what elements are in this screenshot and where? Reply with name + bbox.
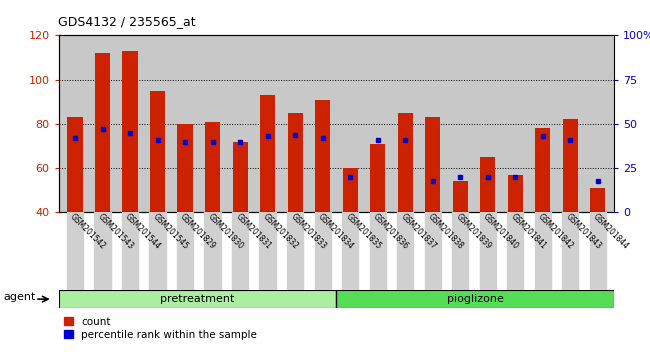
Bar: [590, 188, 605, 212]
Text: pretreatment: pretreatment: [161, 294, 235, 304]
Text: GSM201544: GSM201544: [124, 212, 162, 251]
Bar: [122, 212, 138, 290]
Text: GSM201840: GSM201840: [482, 212, 520, 251]
Text: GSM201542: GSM201542: [69, 212, 108, 251]
Bar: [205, 212, 221, 290]
Bar: [452, 212, 468, 290]
Bar: [508, 175, 523, 212]
Text: GSM201829: GSM201829: [179, 212, 218, 251]
Bar: [68, 117, 83, 212]
Text: GDS4132 / 235565_at: GDS4132 / 235565_at: [58, 15, 196, 28]
Bar: [315, 99, 330, 212]
Bar: [424, 212, 441, 290]
Text: GSM201839: GSM201839: [454, 212, 493, 251]
Text: pioglizone: pioglizone: [447, 294, 504, 304]
Text: GSM201837: GSM201837: [399, 212, 437, 251]
Bar: [122, 51, 138, 212]
Bar: [315, 212, 331, 290]
Bar: [590, 212, 606, 290]
Bar: [337, 290, 614, 308]
Bar: [562, 212, 578, 290]
Bar: [425, 117, 440, 212]
Bar: [259, 212, 276, 290]
Bar: [205, 122, 220, 212]
Text: GSM201836: GSM201836: [371, 212, 410, 251]
Text: GSM201838: GSM201838: [426, 212, 465, 251]
Text: GSM201830: GSM201830: [206, 212, 245, 251]
Bar: [342, 212, 358, 290]
Bar: [480, 157, 495, 212]
Text: GSM201832: GSM201832: [261, 212, 300, 251]
Bar: [398, 113, 413, 212]
Bar: [534, 212, 551, 290]
Bar: [507, 212, 523, 290]
Bar: [452, 181, 468, 212]
Text: GSM201844: GSM201844: [592, 212, 630, 251]
Text: GSM201841: GSM201841: [509, 212, 548, 251]
Bar: [287, 212, 303, 290]
Bar: [260, 95, 275, 212]
Bar: [370, 144, 385, 212]
Text: GSM201842: GSM201842: [536, 212, 575, 251]
Bar: [287, 113, 303, 212]
Bar: [233, 142, 248, 212]
Text: GSM201543: GSM201543: [96, 212, 135, 251]
Bar: [480, 212, 496, 290]
Bar: [67, 212, 83, 290]
Bar: [150, 212, 166, 290]
Bar: [535, 128, 551, 212]
Text: GSM201835: GSM201835: [344, 212, 383, 251]
Bar: [563, 120, 578, 212]
Text: GSM201834: GSM201834: [317, 212, 356, 251]
Text: agent: agent: [3, 292, 35, 302]
Bar: [150, 91, 165, 212]
Text: GSM201545: GSM201545: [151, 212, 190, 251]
Bar: [94, 212, 111, 290]
Bar: [343, 168, 358, 212]
Bar: [177, 124, 192, 212]
Bar: [232, 212, 248, 290]
Text: GSM201831: GSM201831: [234, 212, 272, 251]
Bar: [370, 212, 385, 290]
Bar: [177, 212, 193, 290]
Bar: [397, 212, 413, 290]
Text: GSM201843: GSM201843: [564, 212, 603, 251]
Bar: [95, 53, 110, 212]
Legend: count, percentile rank within the sample: count, percentile rank within the sample: [64, 317, 257, 340]
Bar: [58, 290, 337, 308]
Text: GSM201833: GSM201833: [289, 212, 328, 251]
